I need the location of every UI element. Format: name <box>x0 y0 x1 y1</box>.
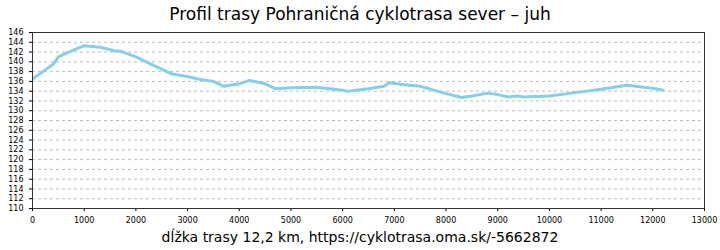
svg-text:11000: 11000 <box>588 216 613 225</box>
svg-text:138: 138 <box>8 67 23 76</box>
svg-text:122: 122 <box>8 145 23 154</box>
svg-text:114: 114 <box>8 185 23 194</box>
svg-text:13000: 13000 <box>692 216 717 225</box>
svg-text:132: 132 <box>8 97 23 106</box>
svg-text:7000: 7000 <box>384 216 404 225</box>
html-text:dĺžka trasy 12,2 km, https://c: dĺžka trasy 12,2 km, https://cyklotrasa.… <box>161 229 559 245</box>
svg-text:128: 128 <box>8 116 23 125</box>
svg-text:124: 124 <box>8 136 23 145</box>
svg-text:3000: 3000 <box>177 216 197 225</box>
svg-text:134: 134 <box>8 87 23 96</box>
html-text:Profil trasy Pohraničná cyklot: Profil trasy Pohraničná cyklotrasa sever… <box>169 4 551 24</box>
svg-text:0: 0 <box>30 216 35 225</box>
svg-text:12000: 12000 <box>640 216 665 225</box>
svg-text:142: 142 <box>8 48 23 57</box>
svg-text:112: 112 <box>8 194 23 203</box>
svg-text:6000: 6000 <box>332 216 352 225</box>
svg-text:1000: 1000 <box>74 216 94 225</box>
svg-text:4000: 4000 <box>229 216 249 225</box>
svg-text:116: 116 <box>8 175 23 184</box>
svg-text:118: 118 <box>8 165 23 174</box>
svg-text:136: 136 <box>8 77 23 86</box>
svg-text:146: 146 <box>8 28 23 37</box>
svg-text:9000: 9000 <box>488 216 508 225</box>
svg-text:140: 140 <box>8 57 23 66</box>
svg-text:2000: 2000 <box>126 216 146 225</box>
svg-text:8000: 8000 <box>436 216 456 225</box>
svg-text:126: 126 <box>8 126 23 135</box>
svg-text:5000: 5000 <box>281 216 301 225</box>
svg-text:130: 130 <box>8 106 23 115</box>
svg-text:120: 120 <box>8 155 23 164</box>
svg-text:10000: 10000 <box>537 216 562 225</box>
svg-text:144: 144 <box>8 38 23 47</box>
svg-text:110: 110 <box>8 204 23 213</box>
